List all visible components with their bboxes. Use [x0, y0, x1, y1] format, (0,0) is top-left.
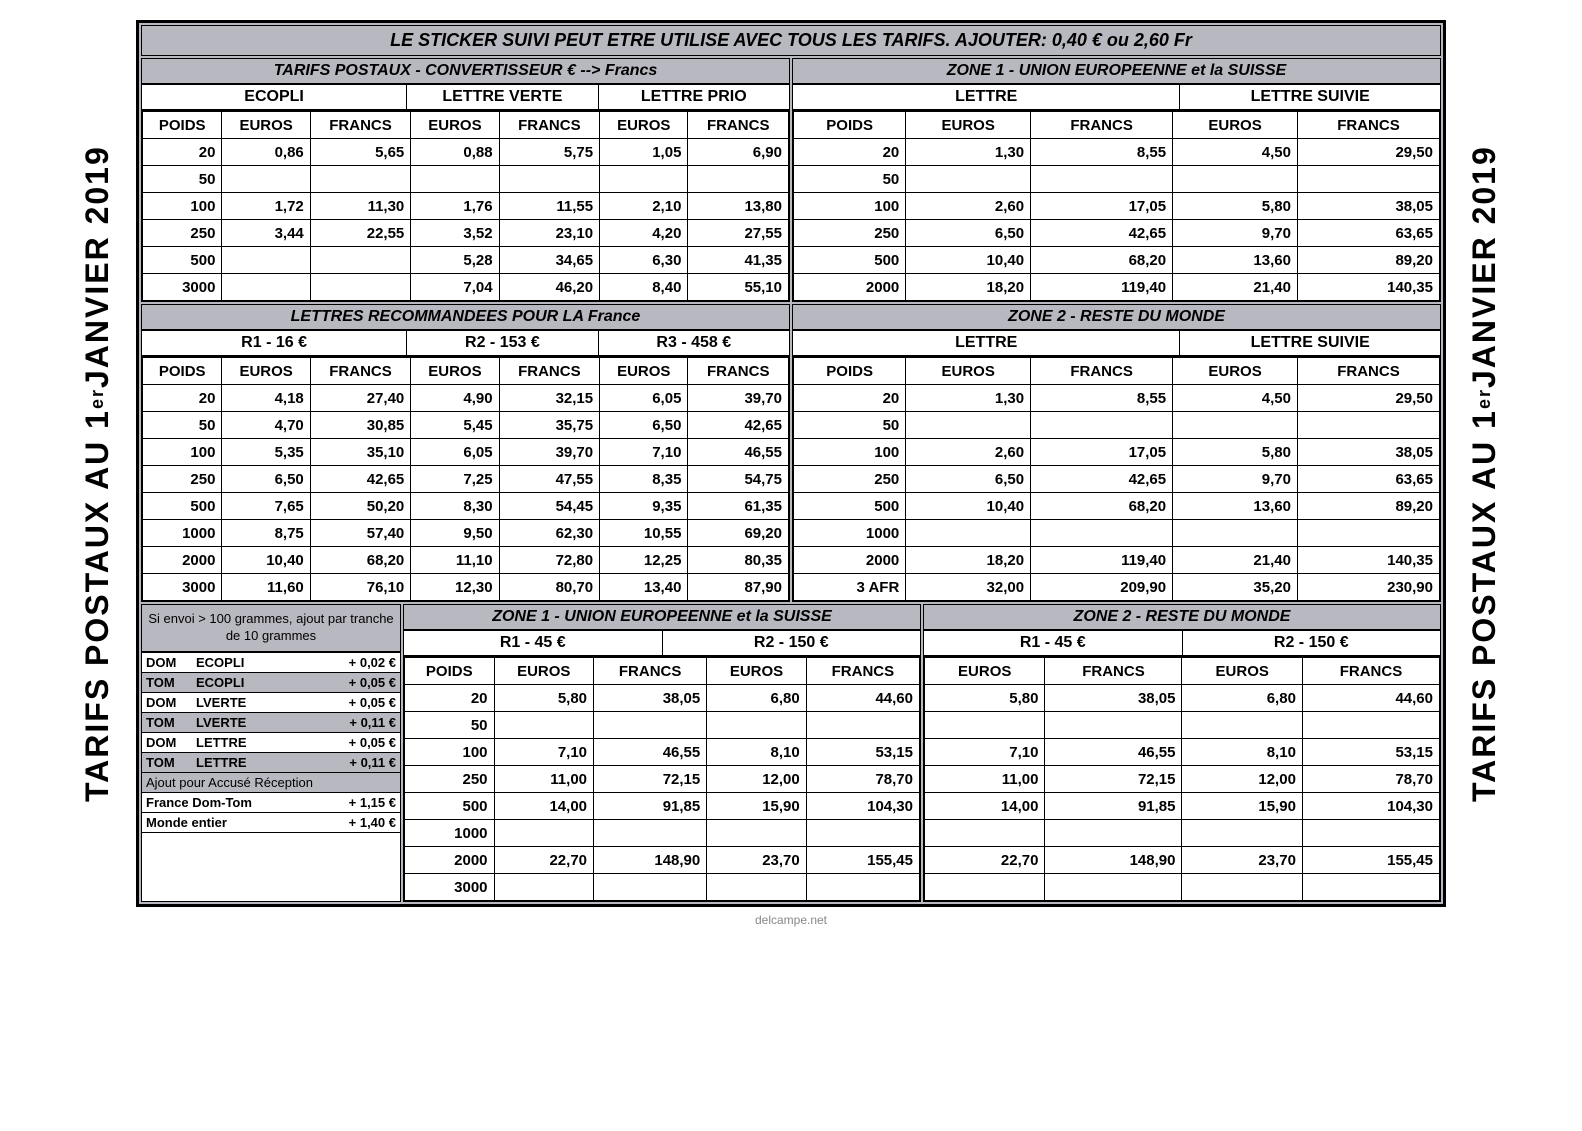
block-lettres-recommandees: LETTRES RECOMMANDEES POUR LA France R1 -…: [141, 304, 790, 602]
table-row: 204,1827,404,9032,156,0539,70: [143, 385, 789, 412]
table-row: 200022,70148,9023,70155,45: [405, 847, 920, 874]
table-row: 50: [794, 166, 1440, 193]
block-zone2-lettre: ZONE 2 - RESTE DU MONDE LETTRE LETTRE SU…: [792, 304, 1441, 602]
block-title: ZONE 1 - UNION EUROPEENNE et la SUISSE: [793, 59, 1440, 85]
table-row: 1002,6017,055,8038,05: [794, 193, 1440, 220]
sub-r2: R2 - 153 €: [407, 331, 598, 355]
main-panel: LE STICKER SUIVI PEUT ETRE UTILISE AVEC …: [136, 20, 1446, 907]
sub-lettre: LETTRE: [793, 85, 1180, 109]
sub-r1: R1 - 16 €: [142, 331, 407, 355]
table-row: 2506,5042,659,7063,65: [794, 220, 1440, 247]
table-row: 7,1046,558,1053,15: [925, 739, 1440, 766]
note-row: TOMLETTRE+ 0,11 €: [142, 753, 400, 773]
table-row: 50014,0091,8515,90104,30: [405, 793, 920, 820]
table-row: 50: [405, 712, 920, 739]
note-row: DOMLVERTE+ 0,05 €: [142, 693, 400, 713]
table-tl: POIDS EUROS FRANCS EUROS FRANCS EUROS FR…: [142, 111, 789, 301]
table-row: [925, 820, 1440, 847]
table-row: 11,0072,1512,0078,70: [925, 766, 1440, 793]
note-box: Si envoi > 100 grammes, ajout par tranch…: [141, 604, 401, 902]
table-row: 1007,1046,558,1053,15: [405, 739, 920, 766]
table-row: 1002,6017,055,8038,05: [794, 439, 1440, 466]
table-row: 50010,4068,2013,6089,20: [794, 247, 1440, 274]
left-vertical-title: TARIFS POSTAUX AU 1er JANVIER 2019: [79, 20, 116, 927]
table-row: 1000: [405, 820, 920, 847]
table-row: 200018,20119,4021,40140,35: [794, 274, 1440, 301]
sub-r2: R2 - 150 €: [1183, 631, 1441, 655]
table-row: 30007,0446,208,4055,10: [143, 274, 789, 301]
block-zone2-recommande: ZONE 2 - RESTE DU MONDE R1 - 45 € R2 - 1…: [923, 604, 1441, 902]
table-row: 3000: [405, 874, 920, 901]
table-row: 50: [143, 166, 789, 193]
table-row: 300011,6076,1012,3080,7013,4087,90: [143, 574, 789, 601]
table-row: 200018,20119,4021,40140,35: [794, 547, 1440, 574]
ar-row: France Dom-Tom+ 1,15 €: [142, 793, 400, 813]
table-row: 201,308,554,5029,50: [794, 385, 1440, 412]
table-row: 50: [794, 412, 1440, 439]
table-row: [925, 874, 1440, 901]
note-row: DOMLETTRE+ 0,05 €: [142, 733, 400, 753]
sub-lettre-prio: LETTRE PRIO: [599, 85, 789, 109]
sub-lettre-suivie: LETTRE SUIVIE: [1180, 331, 1440, 355]
table-row: 14,0091,8515,90104,30: [925, 793, 1440, 820]
table-row: 2503,4422,553,5223,104,2027,55: [143, 220, 789, 247]
note-top-text: Si envoi > 100 grammes, ajout par tranch…: [142, 605, 400, 653]
table-row: 2506,5042,659,7063,65: [794, 466, 1440, 493]
block-zone1-lettre: ZONE 1 - UNION EUROPEENNE et la SUISSE L…: [792, 58, 1441, 302]
table-row: 22,70148,9023,70155,45: [925, 847, 1440, 874]
table-row: 1005,3535,106,0539,707,1046,55: [143, 439, 789, 466]
table-ml: POIDS EUROS FRANCS EUROS FRANCS EUROS FR…: [142, 357, 789, 601]
note-row: TOMLVERTE+ 0,11 €: [142, 713, 400, 733]
table-row: 3 AFR32,00209,9035,20230,90: [794, 574, 1440, 601]
block-zone1-recommande: ZONE 1 - UNION EUROPEENNE et la SUISSE R…: [403, 604, 921, 902]
table-row: 200010,4068,2011,1072,8012,2580,35: [143, 547, 789, 574]
table-row: 2506,5042,657,2547,558,3554,75: [143, 466, 789, 493]
table-row: 25011,0072,1512,0078,70: [405, 766, 920, 793]
sub-lettre: LETTRE: [793, 331, 1180, 355]
table-row: 200,865,650,885,751,056,90: [143, 139, 789, 166]
block-title: LETTRES RECOMMANDEES POUR LA France: [142, 305, 789, 331]
table-row: 5007,6550,208,3054,459,3561,35: [143, 493, 789, 520]
note-row: TOMECOPLI+ 0,05 €: [142, 673, 400, 693]
table-row: 10008,7557,409,5062,3010,5569,20: [143, 520, 789, 547]
table-row: 5,8038,056,8044,60: [925, 685, 1440, 712]
table-row: 205,8038,056,8044,60: [405, 685, 920, 712]
table-tr: POIDS EUROS FRANCS EUROS FRANCS 201,308,…: [793, 111, 1440, 301]
sub-lettre-verte: LETTRE VERTE: [407, 85, 598, 109]
note-row: DOMECOPLI+ 0,02 €: [142, 653, 400, 673]
top-banner: LE STICKER SUIVI PEUT ETRE UTILISE AVEC …: [141, 25, 1441, 56]
table-row: 1000: [794, 520, 1440, 547]
block-tarifs-convertisseur: TARIFS POSTAUX - CONVERTISSEUR € --> Fra…: [141, 58, 790, 302]
block-title: ZONE 2 - RESTE DU MONDE: [793, 305, 1440, 331]
table-row: 5005,2834,656,3041,35: [143, 247, 789, 274]
block-title: ZONE 1 - UNION EUROPEENNE et la SUISSE: [404, 605, 920, 631]
table-row: 50010,4068,2013,6089,20: [794, 493, 1440, 520]
sub-r3: R3 - 458 €: [599, 331, 789, 355]
table-row: [925, 712, 1440, 739]
sub-r1: R1 - 45 €: [404, 631, 663, 655]
ar-row: Monde entier+ 1,40 €: [142, 813, 400, 833]
sub-r2: R2 - 150 €: [663, 631, 921, 655]
block-title: ZONE 2 - RESTE DU MONDE: [924, 605, 1440, 631]
table-mr: POIDS EUROS FRANCS EUROS FRANCS 201,308,…: [793, 357, 1440, 601]
table-row: 504,7030,855,4535,756,5042,65: [143, 412, 789, 439]
sub-lettre-suivie: LETTRE SUIVIE: [1180, 85, 1440, 109]
ar-label: Ajout pour Accusé Réception: [142, 773, 400, 793]
table-row: 1001,7211,301,7611,552,1013,80: [143, 193, 789, 220]
table-bl: POIDS EUROS FRANCS EUROS FRANCS 205,8038…: [404, 657, 920, 901]
table-br: EUROS FRANCS EUROS FRANCS 5,8038,056,804…: [924, 657, 1440, 901]
block-title: TARIFS POSTAUX - CONVERTISSEUR € --> Fra…: [142, 59, 789, 85]
sub-ecopli: ECOPLI: [142, 85, 407, 109]
right-vertical-title: TARIFS POSTAUX AU 1er JANVIER 2019: [1466, 20, 1503, 927]
sub-r1: R1 - 45 €: [924, 631, 1183, 655]
table-row: 201,308,554,5029,50: [794, 139, 1440, 166]
footer-watermark: delcampe.net: [136, 907, 1446, 927]
